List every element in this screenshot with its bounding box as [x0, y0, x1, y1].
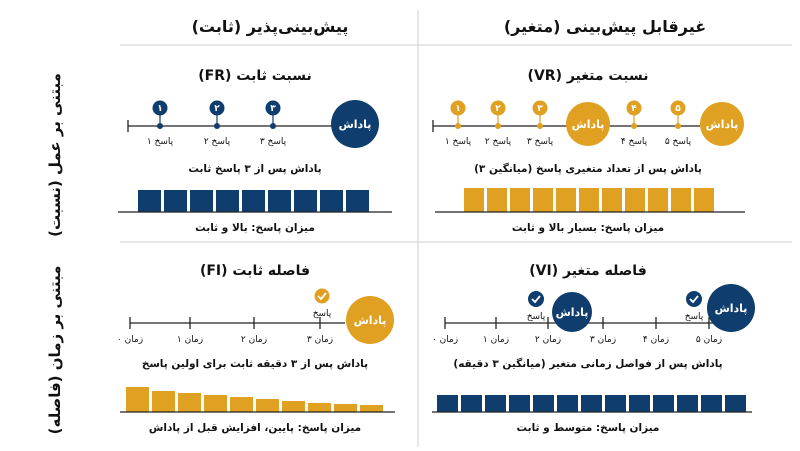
fr-title: نسبت ثابت (FR) — [198, 68, 312, 84]
fi-time-label: زمان ۰ — [117, 335, 143, 345]
vi-response-rate: میزان پاسخ: متوسط و ثابت — [517, 422, 660, 434]
fi-time-label: زمان ۲ — [241, 335, 267, 345]
vi-title: فاصله متغیر (VI) — [529, 263, 646, 279]
vr-markers: ۱ پاسخ ۱ ۲ پاسخ ۲ ۳ پاسخ ۳ ۴ پاسخ ۴ ۵ پا… — [445, 100, 692, 147]
column-header-unpredictable: غیرقابل پیش‌بینی (متغیر) — [504, 17, 706, 37]
fi-panel: فاصله ثابت (FI) زمان ۰ زمان ۱ زمان ۲ زما… — [117, 263, 395, 434]
vr-response-label: پاسخ ۵ — [665, 137, 692, 147]
vi-caption: پاداش پس از فواصل زمانی متغیر (میانگین ۳… — [453, 357, 722, 370]
vr-reward-label: پاداش — [572, 118, 605, 131]
fr-reward-label: پاداش — [339, 118, 372, 131]
vr-response-marker — [670, 100, 686, 116]
fr-response-marker — [209, 100, 225, 116]
vr-rate-bars — [464, 188, 714, 212]
fi-title: فاصله ثابت (FI) — [200, 263, 310, 279]
vi-reward-circle — [707, 284, 755, 332]
vi-ticks: زمان ۰ زمان ۱ زمان ۲ زمان ۳ زمان ۴ زمان … — [432, 317, 722, 345]
vr-response-label: پاسخ ۱ — [445, 137, 472, 147]
fi-time-label: زمان ۳ — [307, 335, 333, 345]
row-header-time-based: مبتنی بر زمان (فاصله) — [46, 266, 64, 435]
vr-reward-circle — [566, 102, 610, 146]
fr-reward-circle — [331, 100, 379, 148]
vr-caption: پاداش پس از تعداد متغیری پاسخ (میانگین ۳… — [474, 162, 702, 175]
vr-response-label: پاسخ ۳ — [527, 137, 554, 147]
vi-panel: فاصله متغیر (VI) زمان ۰ زمان ۱ زمان ۲ زم… — [432, 263, 755, 434]
vr-response-marker — [450, 100, 466, 116]
vi-reward-circle — [552, 292, 592, 332]
vr-response-marker — [532, 100, 548, 116]
vi-time-label: زمان ۳ — [590, 335, 616, 345]
vi-time-label: زمان ۵ — [696, 335, 722, 345]
fr-marker-number: ۳ — [270, 104, 276, 114]
vr-marker-number: ۵ — [675, 104, 681, 114]
fr-response-marker — [265, 100, 281, 116]
vr-reward-label: پاداش — [706, 118, 739, 131]
fr-response-label: پاسخ ۳ — [260, 137, 287, 147]
vr-marker-number: ۱ — [455, 104, 461, 114]
check-icon — [686, 291, 702, 307]
fi-caption: پاداش پس از ۳ دقیقه ثابت برای اولین پاسخ — [142, 358, 368, 370]
vr-response-rate: میزان پاسخ: بسیار بالا و ثابت — [512, 222, 664, 234]
fr-response-label: پاسخ ۱ — [147, 137, 174, 147]
vr-response-marker — [490, 100, 506, 116]
fi-reward-label: پاداش — [354, 314, 387, 327]
vi-response-label: پاسخ — [527, 312, 546, 322]
vr-marker-number: ۴ — [631, 104, 637, 114]
fr-response-rate: میزان پاسخ: بالا و ثابت — [195, 222, 315, 234]
vi-reward-label: پاداش — [556, 306, 589, 319]
vr-response-marker — [626, 100, 642, 116]
vi-time-label: زمان ۴ — [643, 335, 669, 345]
vr-marker-number: ۳ — [537, 104, 543, 114]
fr-panel: نسبت ثابت (FR) ۱ پاسخ ۱ ۲ پاسخ ۲ ۳ پاسخ … — [118, 68, 392, 234]
vi-time-label: زمان ۰ — [432, 335, 458, 345]
fi-response-rate: میزان پاسخ: پایین، افزایش قبل از پاداش — [149, 422, 361, 434]
vi-rate-bars — [437, 395, 746, 412]
vi-time-label: زمان ۲ — [535, 335, 561, 345]
vi-response-label: پاسخ — [685, 312, 704, 322]
vr-response-label: پاسخ ۲ — [485, 137, 512, 147]
vi-time-label: زمان ۱ — [483, 335, 509, 345]
vr-reward-circle — [700, 102, 744, 146]
fi-reward-circle — [346, 296, 394, 344]
fr-rate-bars — [138, 190, 369, 212]
check-icon — [528, 291, 544, 307]
fr-caption: پاداش پس از ۳ پاسخ ثابت — [188, 163, 321, 175]
vi-reward-label: پاداش — [715, 302, 748, 315]
fr-response-marker — [152, 100, 168, 116]
fi-response-label: پاسخ — [313, 309, 332, 319]
vr-title: نسبت متغیر (VR) — [528, 68, 649, 84]
vr-marker-number: ۲ — [495, 104, 501, 114]
fr-marker-number: ۱ — [157, 104, 163, 114]
fr-markers: ۱ پاسخ ۱ ۲ پاسخ ۲ ۳ پاسخ ۳ — [147, 100, 287, 147]
fi-time-label: زمان ۱ — [177, 335, 203, 345]
fr-response-label: پاسخ ۲ — [204, 137, 231, 147]
fi-rate-bars — [126, 387, 383, 412]
row-header-action-based: مبتنی بر عمل (نسبت) — [46, 73, 64, 237]
fi-ticks: زمان ۰ زمان ۱ زمان ۲ زمان ۳ — [117, 317, 333, 345]
vr-panel: نسبت متغیر (VR) ۱ پاسخ ۱ ۲ پاسخ ۲ ۳ پاسخ… — [432, 68, 745, 234]
check-icon — [314, 288, 330, 304]
column-header-predictable: پیش‌بینی‌پذیر (ثابت) — [192, 17, 349, 37]
vr-response-label: پاسخ ۴ — [621, 137, 648, 147]
fr-marker-number: ۲ — [214, 104, 220, 114]
